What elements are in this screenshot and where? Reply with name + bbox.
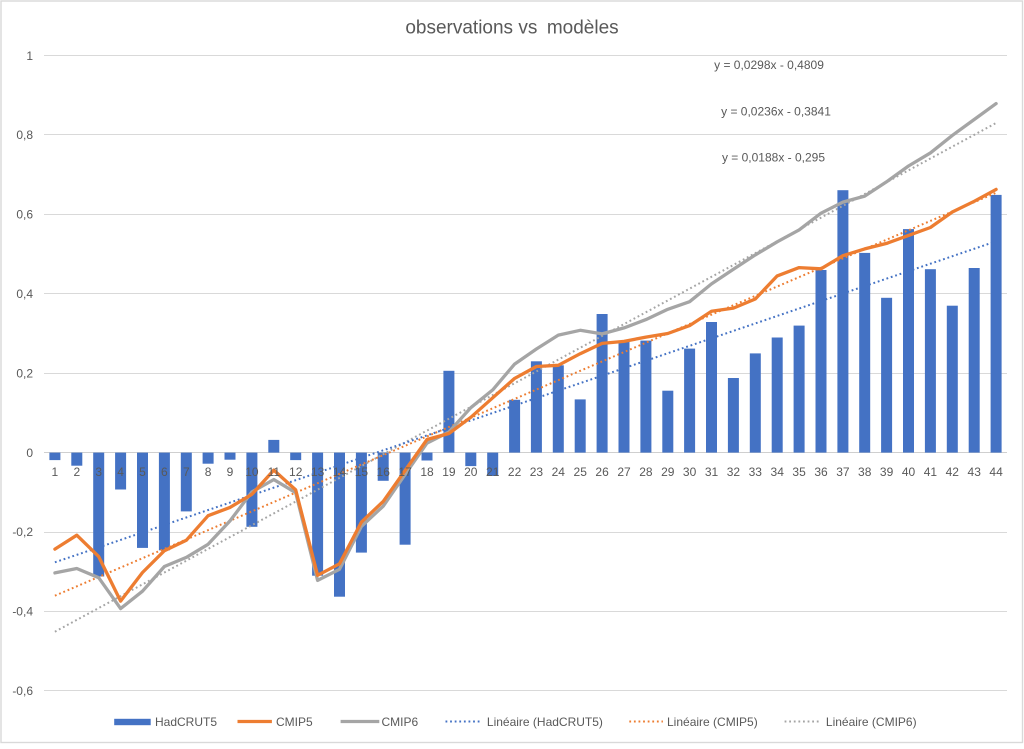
svg-text:0: 0 bbox=[26, 446, 33, 460]
svg-text:Linéaire (CMIP5): Linéaire (CMIP5) bbox=[667, 715, 758, 729]
svg-text:1: 1 bbox=[26, 49, 33, 63]
svg-text:y = 0,0188x - 0,295: y = 0,0188x - 0,295 bbox=[722, 151, 825, 165]
svg-text:30: 30 bbox=[683, 465, 697, 479]
svg-text:25: 25 bbox=[574, 465, 588, 479]
svg-text:Linéaire (CMIP6): Linéaire (CMIP6) bbox=[826, 715, 917, 729]
svg-text:4: 4 bbox=[117, 465, 124, 479]
svg-text:26: 26 bbox=[595, 465, 609, 479]
svg-text:24: 24 bbox=[552, 465, 566, 479]
svg-text:6: 6 bbox=[161, 465, 168, 479]
svg-text:0,8: 0,8 bbox=[16, 128, 33, 142]
svg-text:16: 16 bbox=[377, 465, 391, 479]
svg-text:CMIP6: CMIP6 bbox=[382, 715, 419, 729]
svg-text:8: 8 bbox=[205, 465, 212, 479]
svg-text:36: 36 bbox=[814, 465, 828, 479]
svg-text:39: 39 bbox=[880, 465, 894, 479]
svg-text:19: 19 bbox=[442, 465, 456, 479]
svg-text:35: 35 bbox=[792, 465, 806, 479]
svg-text:33: 33 bbox=[749, 465, 763, 479]
svg-text:11: 11 bbox=[268, 465, 281, 479]
svg-text:41: 41 bbox=[924, 465, 938, 479]
svg-text:1: 1 bbox=[52, 465, 59, 479]
svg-text:13: 13 bbox=[311, 465, 325, 479]
svg-text:15: 15 bbox=[355, 465, 369, 479]
svg-text:29: 29 bbox=[661, 465, 675, 479]
svg-text:38: 38 bbox=[858, 465, 872, 479]
svg-text:Linéaire (HadCRUT5): Linéaire (HadCRUT5) bbox=[487, 715, 603, 729]
svg-text:y = 0,0298x - 0,4809: y = 0,0298x - 0,4809 bbox=[714, 58, 824, 72]
svg-text:12: 12 bbox=[289, 465, 303, 479]
svg-text:37: 37 bbox=[836, 465, 850, 479]
svg-text:17: 17 bbox=[398, 465, 412, 479]
svg-text:18: 18 bbox=[420, 465, 434, 479]
svg-text:27: 27 bbox=[617, 465, 631, 479]
svg-text:9: 9 bbox=[227, 465, 234, 479]
svg-text:-0,2: -0,2 bbox=[12, 525, 33, 539]
svg-text:23: 23 bbox=[530, 465, 544, 479]
svg-text:31: 31 bbox=[705, 465, 719, 479]
svg-text:0,4: 0,4 bbox=[16, 287, 33, 301]
svg-text:32: 32 bbox=[727, 465, 741, 479]
svg-text:0,6: 0,6 bbox=[16, 208, 33, 222]
svg-text:2: 2 bbox=[73, 465, 80, 479]
svg-text:3: 3 bbox=[95, 465, 102, 479]
svg-text:5: 5 bbox=[139, 465, 146, 479]
svg-text:21: 21 bbox=[486, 465, 500, 479]
svg-text:y = 0,0236x - 0,3841: y = 0,0236x - 0,3841 bbox=[721, 105, 831, 119]
svg-text:0,2: 0,2 bbox=[16, 366, 33, 380]
svg-text:-0,6: -0,6 bbox=[12, 684, 33, 698]
svg-text:-0,4: -0,4 bbox=[12, 605, 33, 619]
svg-text:14: 14 bbox=[333, 465, 347, 479]
svg-text:44: 44 bbox=[989, 465, 1003, 479]
svg-text:HadCRUT5: HadCRUT5 bbox=[155, 715, 217, 729]
svg-text:43: 43 bbox=[968, 465, 982, 479]
svg-text:7: 7 bbox=[183, 465, 190, 479]
svg-text:40: 40 bbox=[902, 465, 916, 479]
svg-text:observations vs modèles: observations vs modèles bbox=[405, 18, 618, 39]
svg-text:20: 20 bbox=[464, 465, 478, 479]
svg-text:42: 42 bbox=[946, 465, 960, 479]
svg-text:34: 34 bbox=[771, 465, 785, 479]
svg-text:28: 28 bbox=[639, 465, 653, 479]
svg-text:CMIP5: CMIP5 bbox=[276, 715, 313, 729]
svg-text:22: 22 bbox=[508, 465, 522, 479]
svg-text:10: 10 bbox=[245, 465, 259, 479]
